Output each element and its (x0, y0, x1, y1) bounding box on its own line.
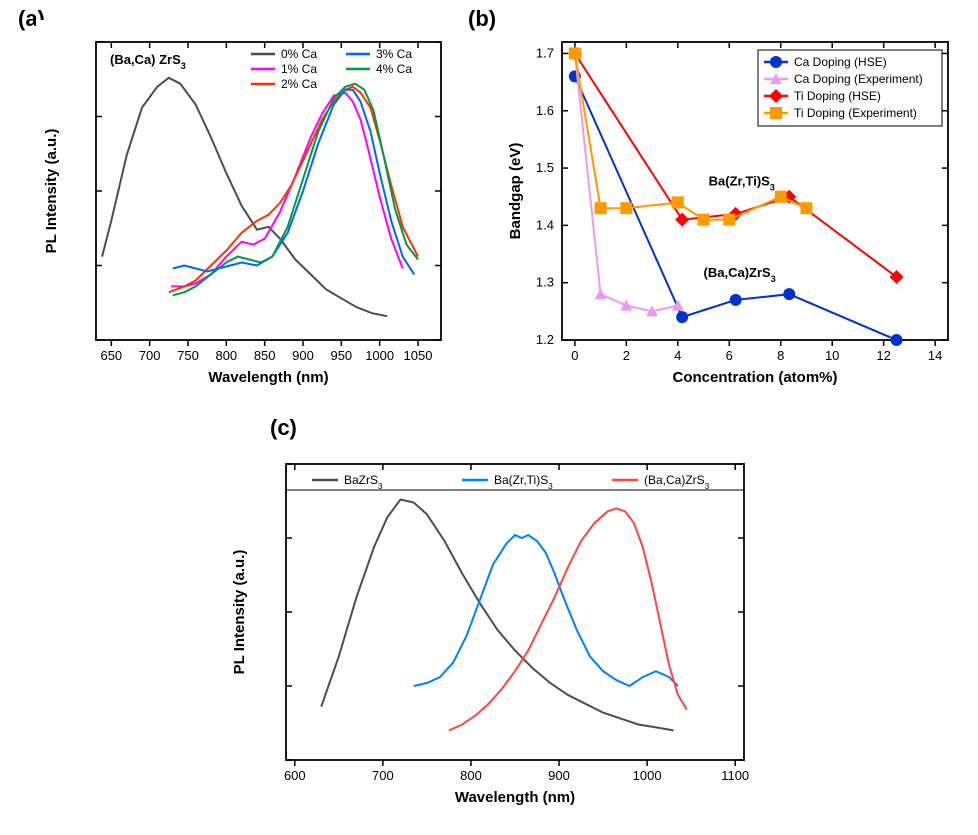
svg-text:Concentration (atom%): Concentration (atom%) (673, 369, 838, 386)
svg-text:(Ba,Ca)ZrS3: (Ba,Ca)ZrS3 (644, 473, 710, 491)
svg-text:600: 600 (284, 768, 306, 783)
svg-text:1.6: 1.6 (536, 103, 554, 118)
svg-text:700: 700 (139, 348, 161, 363)
svg-text:900: 900 (548, 768, 570, 783)
svg-text:2: 2 (623, 348, 630, 363)
svg-text:Ti Doping (HSE): Ti Doping (HSE) (794, 89, 881, 103)
svg-text:1100: 1100 (721, 768, 749, 783)
svg-text:800: 800 (460, 768, 482, 783)
svg-text:(Ba,Ca) ZrS3: (Ba,Ca) ZrS3 (110, 52, 186, 71)
svg-text:Wavelength (nm): Wavelength (nm) (208, 369, 328, 386)
svg-text:900: 900 (292, 348, 314, 363)
svg-text:850: 850 (254, 348, 276, 363)
svg-text:BaZrS3: BaZrS3 (344, 473, 383, 491)
svg-text:800: 800 (215, 348, 237, 363)
svg-text:1000: 1000 (633, 768, 662, 783)
svg-text:12: 12 (876, 348, 890, 363)
svg-text:Ti Doping (Experiment): Ti Doping (Experiment) (794, 106, 917, 120)
svg-text:4: 4 (674, 348, 681, 363)
svg-text:PL Intensity (a.u.): PL Intensity (a.u.) (231, 550, 248, 675)
svg-text:1.4: 1.4 (536, 217, 554, 232)
svg-text:1.2: 1.2 (536, 332, 554, 347)
svg-text:0: 0 (571, 348, 578, 363)
panel-label-b: (b) (468, 6, 496, 32)
svg-text:Wavelength (nm): Wavelength (nm) (455, 789, 575, 806)
svg-text:8: 8 (777, 348, 784, 363)
svg-text:10: 10 (825, 348, 839, 363)
svg-text:3% Ca: 3% Ca (376, 47, 412, 61)
svg-text:950: 950 (330, 348, 352, 363)
svg-text:Ca Doping (HSE): Ca Doping (HSE) (794, 55, 887, 69)
svg-text:PL Intensity (a.u.): PL Intensity (a.u.) (43, 129, 60, 254)
svg-text:Ba(Zr,Ti)S3: Ba(Zr,Ti)S3 (709, 173, 775, 192)
svg-text:6: 6 (726, 348, 733, 363)
svg-text:0% Ca: 0% Ca (281, 47, 317, 61)
svg-text:1.7: 1.7 (536, 45, 554, 60)
svg-text:Ba(Zr,Ti)S3: Ba(Zr,Ti)S3 (494, 473, 553, 491)
svg-text:4% Ca: 4% Ca (376, 62, 412, 76)
chart-panel-b: 0 2 4 6 8 10 12 14 1.2 1.3 1.4 1.5 1.6 1.7 Concentrati… (500, 20, 960, 400)
svg-text:750: 750 (177, 348, 199, 363)
svg-text:650: 650 (100, 348, 122, 363)
svg-text:Ca Doping (Experiment): Ca Doping (Experiment) (794, 72, 923, 86)
svg-text:2% Ca: 2% Ca (281, 77, 317, 91)
svg-text:1.5: 1.5 (536, 160, 554, 175)
svg-text:1050: 1050 (404, 348, 433, 363)
panel-label-c: (c) (270, 415, 297, 441)
svg-text:1000: 1000 (365, 348, 394, 363)
chart-panel-a: 650 700 750 800 850 900 950 1000 1050 Wavelength … (36, 20, 456, 400)
svg-text:700: 700 (372, 768, 394, 783)
svg-text:1.3: 1.3 (536, 275, 554, 290)
chart-panel-c: 600 700 800 900 1000 1100 Wavelength (nm) PL In… (220, 440, 760, 820)
svg-text:Bandgap (eV): Bandgap (eV) (507, 143, 524, 240)
svg-text:1% Ca: 1% Ca (281, 62, 317, 76)
svg-text:14: 14 (928, 348, 942, 363)
svg-text:(Ba,Ca)ZrS3: (Ba,Ca)ZrS3 (704, 265, 776, 284)
